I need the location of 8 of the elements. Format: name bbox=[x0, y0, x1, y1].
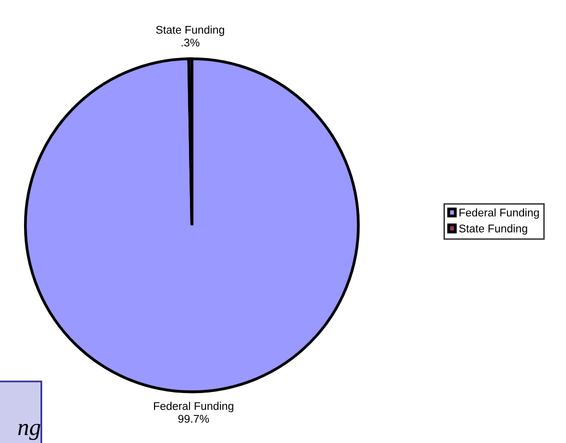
text: ng bbox=[18, 424, 40, 440]
slice-label: State Funding bbox=[156, 26, 224, 36]
data-label: 99.7% bbox=[178, 414, 209, 423]
legend-label: State Funding bbox=[459, 224, 528, 235]
data-label: .3% bbox=[182, 38, 200, 47]
slice-label: Federal Funding bbox=[154, 402, 234, 412]
pie-slice bbox=[24, 57, 360, 394]
legend-label: Federal Funding bbox=[460, 208, 539, 219]
